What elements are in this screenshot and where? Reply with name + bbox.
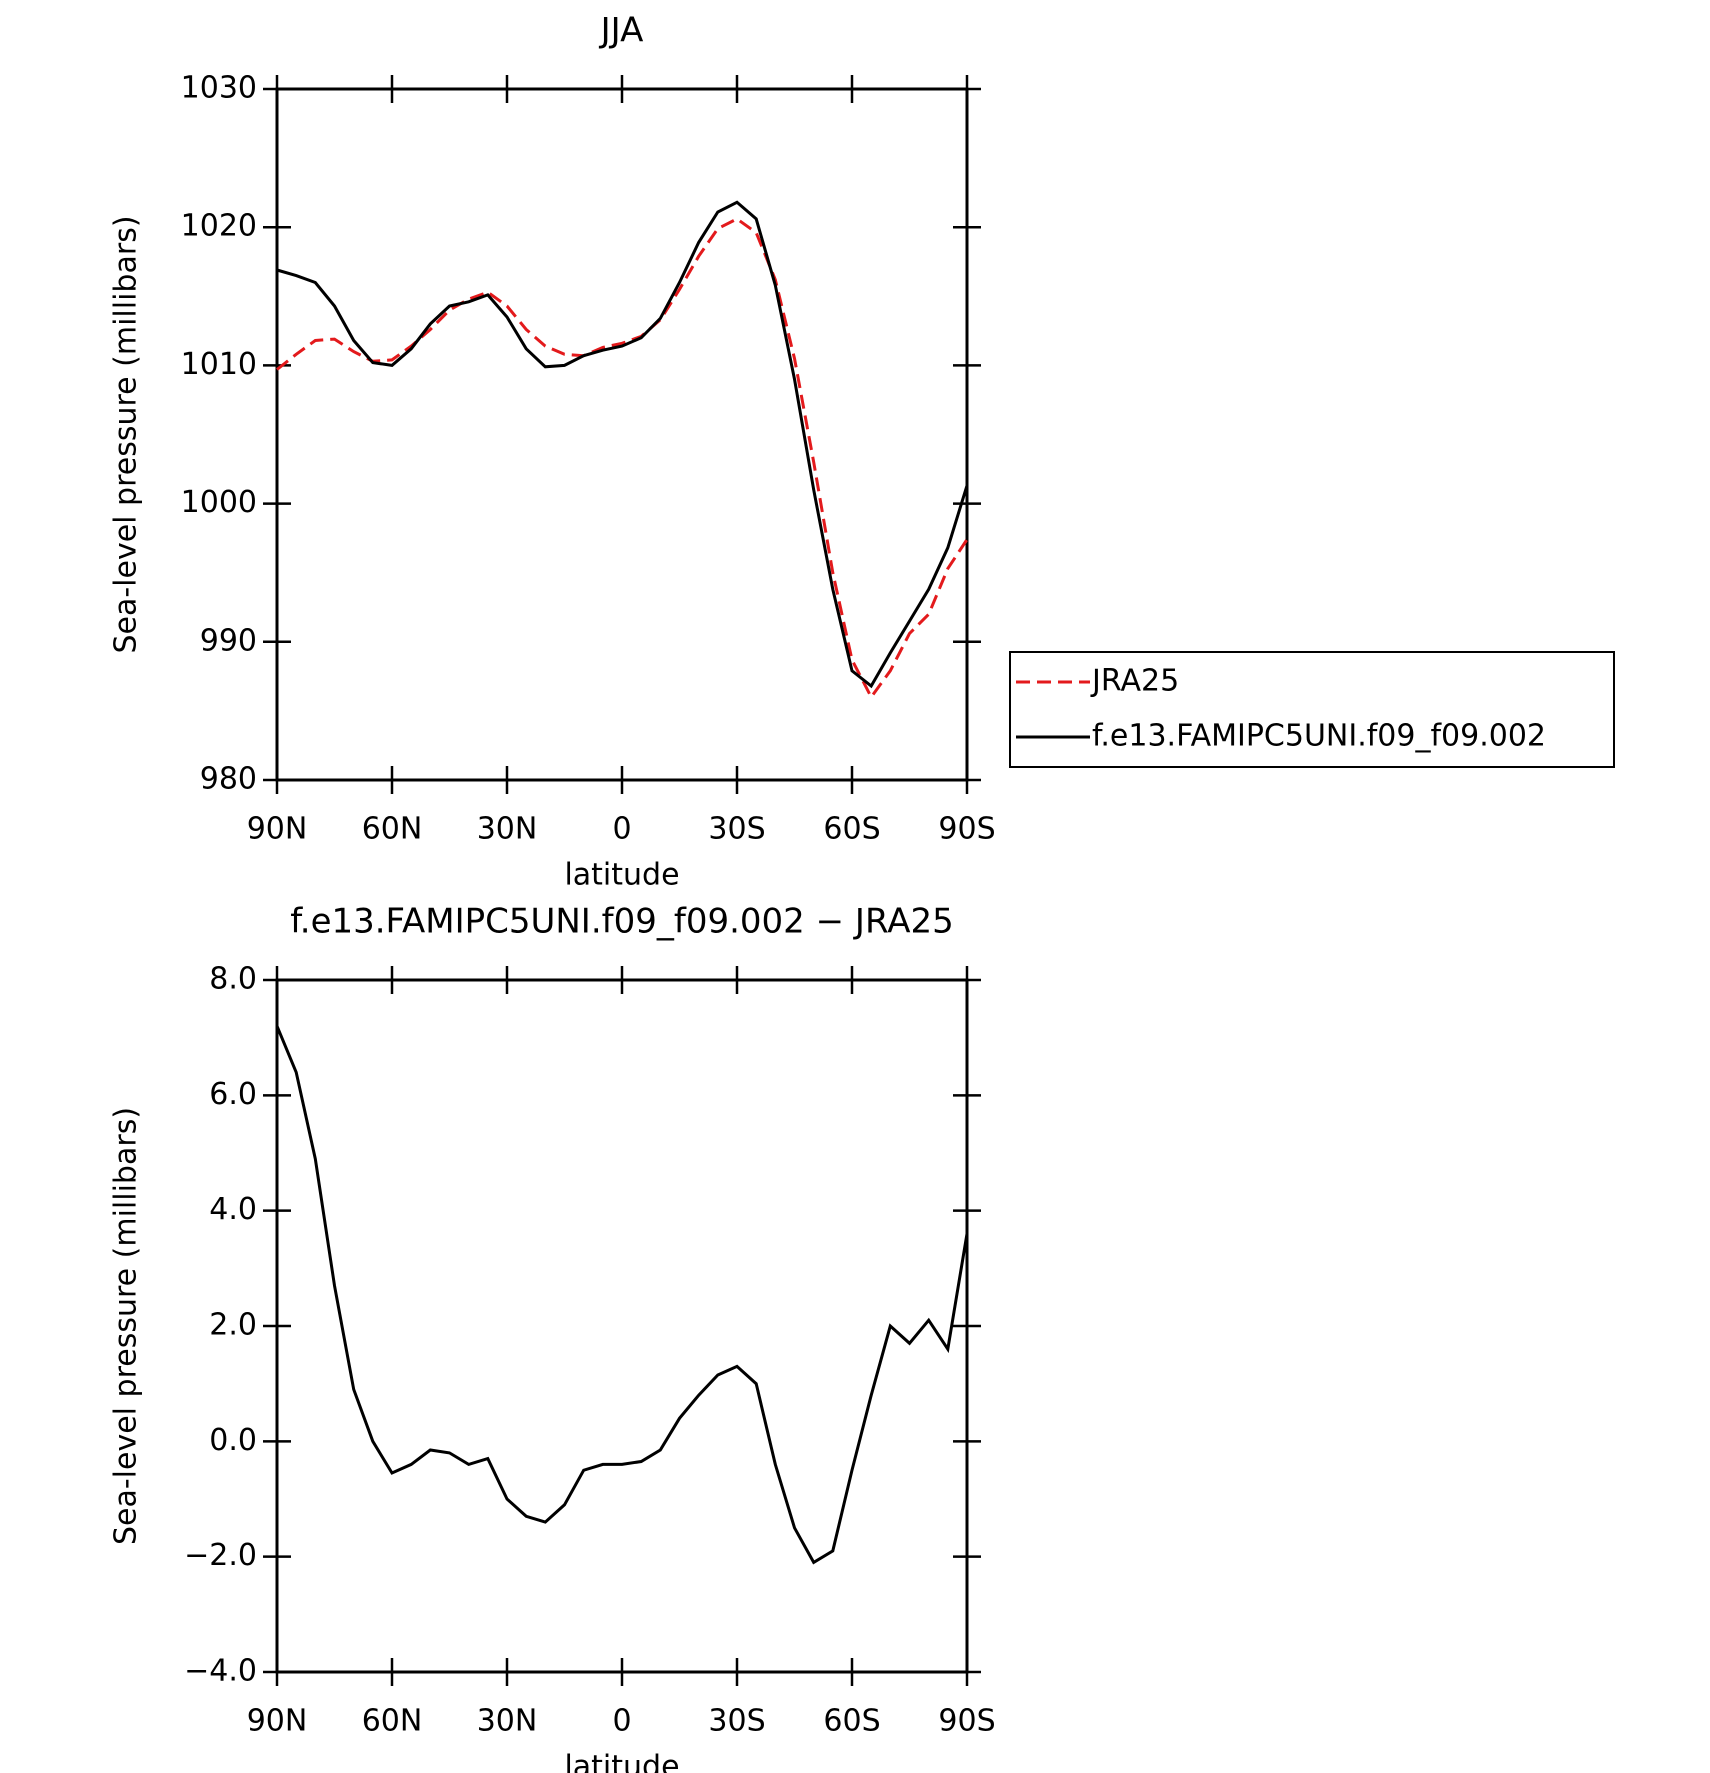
y-tick-label: 6.0: [209, 1077, 257, 1112]
x-tick-label: 30S: [708, 1704, 765, 1739]
series-line: [276, 200, 969, 689]
series-line: [276, 217, 969, 700]
plot-frame: [275, 978, 969, 1674]
y-tick-label: 980: [200, 762, 257, 797]
y-tick-label: 1030: [181, 71, 257, 106]
x-tick-label: 0: [612, 812, 631, 847]
plot-frame: [275, 87, 969, 782]
x-tick-label: 30N: [477, 1704, 538, 1739]
y-tick-label: 8.0: [209, 962, 257, 997]
y-axis-label: Sea-level pressure (millibars): [109, 1107, 144, 1545]
x-tick-label: 60N: [362, 1704, 423, 1739]
y-tick-label: 2.0: [209, 1308, 257, 1343]
legend-box: [1009, 651, 1615, 768]
x-axis-label: latitude: [564, 1750, 679, 1773]
x-tick-label: 0: [612, 1704, 631, 1739]
x-tick-label: 30S: [708, 812, 765, 847]
y-tick-label: 1010: [181, 347, 257, 382]
x-tick-label: 30N: [477, 812, 538, 847]
y-tick-label: 1020: [181, 209, 257, 244]
y-tick-label: 0.0: [209, 1423, 257, 1458]
y-tick-label: 1000: [181, 485, 257, 520]
chart-title: f.e13.FAMIPC5UNI.f09_f09.002 − JRA25: [290, 902, 953, 942]
x-tick-label: 60S: [823, 812, 880, 847]
x-tick-label: 90N: [247, 812, 308, 847]
y-tick-label: −2.0: [184, 1538, 257, 1573]
chart-title: JJA: [599, 11, 644, 51]
x-tick-label: 60S: [823, 1704, 880, 1739]
x-tick-label: 90S: [938, 1704, 995, 1739]
x-tick-label: 90S: [938, 812, 995, 847]
y-tick-label: 990: [200, 623, 257, 658]
series-line: [275, 1025, 969, 1565]
y-tick-label: 4.0: [209, 1192, 257, 1227]
x-tick-label: 90N: [247, 1704, 308, 1739]
y-tick-label: −4.0: [184, 1654, 257, 1689]
legend-label: f.e13.FAMIPC5UNI.f09_f09.002: [1092, 719, 1546, 754]
y-axis-label: Sea-level pressure (millibars): [109, 215, 144, 653]
legend-label: JRA25: [1090, 664, 1179, 699]
x-axis-label: latitude: [564, 858, 679, 893]
x-tick-label: 60N: [362, 812, 423, 847]
